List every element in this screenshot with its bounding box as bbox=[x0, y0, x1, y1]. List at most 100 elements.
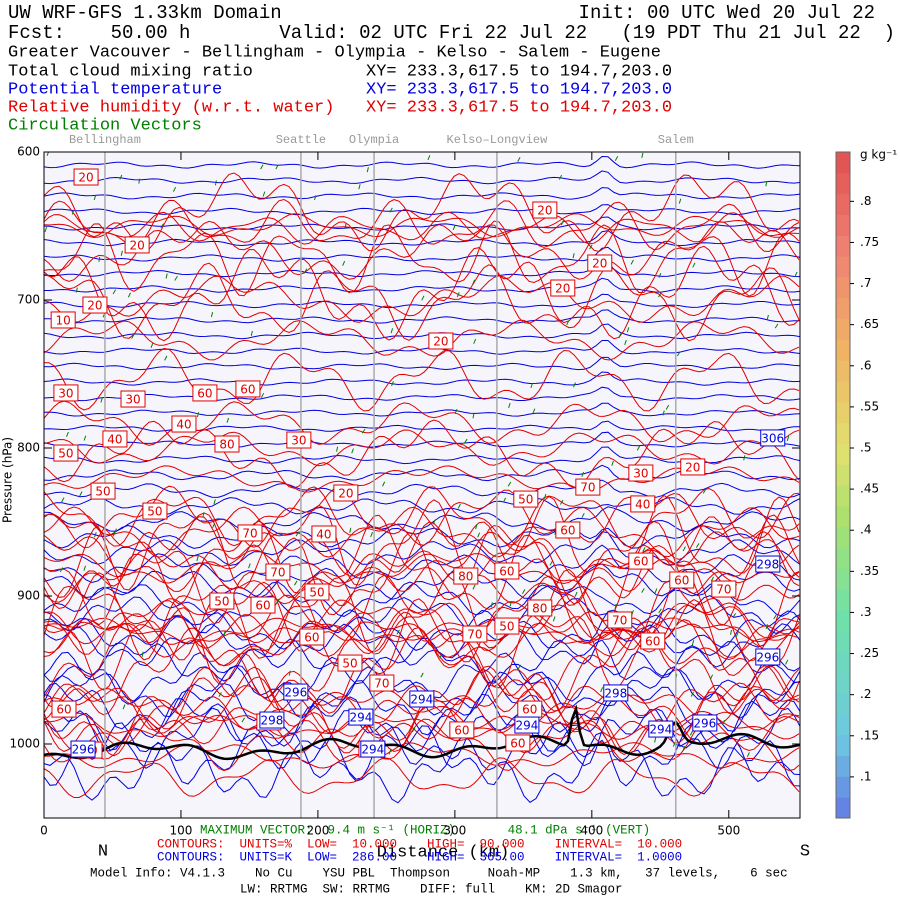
station-label: Olympia bbox=[349, 133, 399, 147]
circulation-vector bbox=[508, 403, 511, 409]
circulation-vector bbox=[112, 289, 117, 295]
circulation-vector bbox=[276, 598, 280, 604]
circulation-vector bbox=[427, 155, 431, 161]
y-tick-label: 900 bbox=[17, 589, 40, 603]
y-tick-label: 600 bbox=[17, 145, 40, 159]
rh-label: 50 bbox=[499, 620, 514, 634]
colorbar-tick-label: .55 bbox=[860, 399, 879, 413]
circulation-vector bbox=[530, 382, 533, 389]
circulation-vector bbox=[241, 717, 245, 723]
circulation-vector bbox=[250, 330, 253, 336]
colorbar-segment bbox=[836, 755, 850, 777]
theta-contour bbox=[44, 293, 800, 309]
colorbar-tick-label: .7 bbox=[860, 276, 871, 290]
rh-contour bbox=[44, 617, 800, 645]
rh-label-box bbox=[462, 625, 488, 643]
rh-label-box bbox=[250, 596, 276, 614]
rh-label-box bbox=[587, 254, 613, 272]
theta-contour bbox=[44, 731, 800, 804]
field-coords: XY= 233.3,617.5 to 194.7,203.0 bbox=[366, 98, 672, 117]
colorbar-segment bbox=[836, 256, 850, 278]
max-vector: MAXIMUM VECTOR: 9.4 m s⁻¹ (HORIZ) 48.1 d… bbox=[200, 823, 650, 837]
colorbar-frame bbox=[835, 151, 851, 819]
rh-label-box bbox=[53, 384, 79, 402]
rh-label-box bbox=[209, 592, 235, 610]
theta-contour bbox=[44, 246, 800, 262]
circulation-vector bbox=[452, 225, 456, 231]
rh-label: 80 bbox=[458, 570, 473, 584]
circulation-vector bbox=[61, 497, 65, 503]
circulation-vector bbox=[83, 565, 86, 571]
circulation-vector bbox=[517, 157, 521, 162]
circulation-vector bbox=[654, 588, 658, 594]
theta-label: 294 bbox=[515, 719, 538, 733]
theta-contour bbox=[44, 692, 800, 752]
circulation-vector bbox=[150, 342, 154, 348]
theta-contour bbox=[44, 356, 800, 371]
circulation-vector bbox=[611, 460, 614, 466]
rh-label-box bbox=[630, 495, 656, 513]
y-tick-label: 1000 bbox=[9, 737, 40, 751]
circulation-vector bbox=[361, 428, 366, 434]
rh-label-box bbox=[640, 632, 666, 650]
south-label: S bbox=[800, 842, 810, 861]
rh-label: 50 bbox=[309, 586, 324, 600]
rh-label-box bbox=[237, 524, 263, 542]
rh-label-box bbox=[555, 521, 581, 539]
circulation-vector bbox=[690, 691, 694, 697]
circulation-vector bbox=[454, 408, 458, 414]
colorbar-segment bbox=[836, 547, 850, 569]
rh-contour bbox=[44, 611, 800, 667]
rh-contour bbox=[44, 429, 800, 467]
rh-contour bbox=[44, 494, 800, 591]
theta-label-box bbox=[760, 429, 786, 447]
rh-contour bbox=[44, 220, 800, 297]
rh-label: 10 bbox=[56, 313, 71, 327]
circulation-vector bbox=[131, 333, 135, 339]
rh-label-box bbox=[575, 478, 601, 496]
rh-label-box bbox=[550, 279, 576, 297]
field-coords: XY= 233.3,617.5 to 194.7,203.0 bbox=[366, 80, 672, 99]
circulation-vector bbox=[774, 323, 779, 329]
colorbar-tick-label: .4 bbox=[860, 523, 871, 537]
rh-label: 60 bbox=[522, 703, 537, 717]
theta-label: 296 bbox=[284, 686, 307, 700]
theta-contour bbox=[44, 609, 800, 651]
circulation-vector bbox=[46, 152, 49, 156]
circulation-vector bbox=[665, 404, 670, 410]
theta-label-box bbox=[259, 711, 285, 729]
circulation-vector bbox=[226, 417, 230, 423]
colorbar-segment bbox=[836, 526, 850, 548]
circulation-vector bbox=[589, 244, 593, 250]
rh-label-box bbox=[265, 563, 291, 581]
colorbar-segment bbox=[836, 318, 850, 340]
theta-contour bbox=[44, 386, 800, 402]
rh-label: 60 bbox=[304, 630, 319, 644]
rh-label: 20 bbox=[338, 486, 353, 500]
rh-label-box bbox=[235, 380, 261, 398]
theta-label-box bbox=[514, 716, 540, 734]
rh-label-box bbox=[449, 721, 475, 739]
rh-label: 60 bbox=[510, 736, 525, 750]
circulation-vector bbox=[658, 272, 662, 278]
rh-label-box bbox=[628, 552, 654, 570]
circulation-vector bbox=[566, 320, 570, 326]
rh-contour bbox=[44, 275, 800, 323]
colorbar-segment bbox=[836, 464, 850, 486]
theta-contour bbox=[44, 420, 800, 433]
rh-contour bbox=[44, 220, 800, 282]
rh-label-box bbox=[102, 430, 128, 448]
colorbar-segment bbox=[836, 360, 850, 382]
theta-label: 294 bbox=[361, 743, 384, 757]
circulation-vector bbox=[396, 629, 400, 635]
circulation-vector bbox=[626, 327, 630, 333]
circulation-vector bbox=[83, 435, 87, 441]
circulation-vector bbox=[439, 653, 443, 659]
rh-contour bbox=[44, 665, 800, 757]
theta-contour bbox=[44, 638, 800, 685]
rh-label: 50 bbox=[147, 505, 162, 519]
rh-label: 40 bbox=[316, 527, 331, 541]
circulation-vector bbox=[262, 191, 266, 197]
rh-label: 30 bbox=[291, 434, 306, 448]
